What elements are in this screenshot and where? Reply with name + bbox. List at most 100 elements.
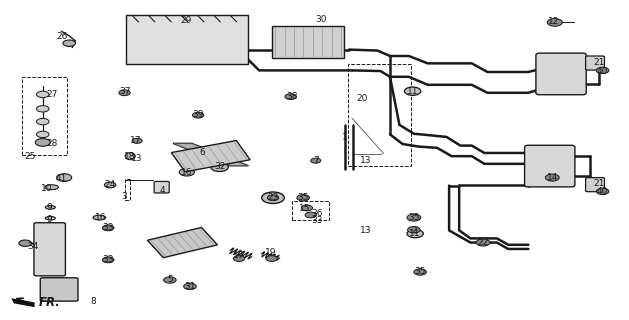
Text: 18: 18: [125, 152, 136, 161]
Text: 21: 21: [593, 179, 604, 188]
Text: 11: 11: [407, 87, 418, 96]
Circle shape: [119, 90, 130, 96]
Circle shape: [285, 94, 296, 100]
Text: 27: 27: [46, 90, 57, 99]
Circle shape: [545, 174, 559, 181]
Circle shape: [19, 240, 31, 246]
Circle shape: [267, 195, 279, 201]
Ellipse shape: [93, 215, 106, 220]
Polygon shape: [171, 140, 250, 172]
Circle shape: [266, 256, 277, 261]
Circle shape: [35, 139, 50, 146]
Circle shape: [36, 106, 49, 112]
Text: 16: 16: [95, 213, 106, 222]
Circle shape: [476, 239, 490, 246]
Text: 33: 33: [103, 255, 114, 264]
Text: 1: 1: [342, 133, 348, 142]
Text: 35: 35: [298, 193, 309, 202]
Text: 22: 22: [477, 238, 489, 247]
FancyBboxPatch shape: [154, 181, 169, 193]
Text: 16: 16: [181, 168, 192, 177]
Text: 3: 3: [121, 192, 128, 201]
Ellipse shape: [125, 153, 135, 160]
FancyBboxPatch shape: [525, 145, 575, 187]
Text: 13: 13: [360, 226, 372, 235]
Text: 24: 24: [104, 180, 116, 189]
Circle shape: [414, 269, 426, 275]
Text: 40: 40: [597, 67, 608, 76]
Circle shape: [596, 67, 609, 74]
Circle shape: [192, 112, 204, 118]
Circle shape: [407, 229, 423, 238]
Text: 32: 32: [214, 162, 225, 171]
Text: 25: 25: [24, 152, 35, 161]
Circle shape: [408, 227, 420, 233]
Text: 26: 26: [56, 32, 67, 41]
Circle shape: [57, 174, 72, 181]
Circle shape: [305, 212, 316, 218]
Text: 2: 2: [411, 226, 416, 235]
Polygon shape: [11, 298, 35, 307]
Circle shape: [211, 163, 228, 172]
Circle shape: [262, 192, 284, 204]
Circle shape: [103, 257, 114, 263]
Circle shape: [404, 87, 421, 95]
Bar: [126, 15, 248, 64]
Circle shape: [297, 195, 309, 201]
Text: 35: 35: [408, 213, 420, 222]
Text: 4: 4: [160, 186, 165, 195]
Text: 14: 14: [547, 173, 558, 182]
Polygon shape: [173, 143, 248, 166]
Circle shape: [132, 138, 142, 143]
Text: 34: 34: [27, 242, 38, 251]
Ellipse shape: [45, 217, 55, 220]
Text: 33: 33: [103, 223, 114, 232]
Circle shape: [311, 158, 321, 163]
FancyBboxPatch shape: [34, 223, 65, 276]
Text: 35: 35: [415, 268, 426, 276]
Text: 40: 40: [597, 187, 608, 196]
Polygon shape: [272, 26, 345, 58]
Text: 6: 6: [199, 148, 206, 157]
Text: 28: 28: [46, 139, 57, 148]
Text: 30: 30: [315, 15, 326, 24]
Circle shape: [407, 214, 421, 221]
Circle shape: [301, 205, 313, 211]
Text: 8: 8: [90, 297, 96, 306]
Text: 17: 17: [233, 252, 245, 260]
Text: 11: 11: [409, 229, 421, 238]
Text: 17: 17: [130, 136, 141, 145]
Text: 13: 13: [131, 154, 142, 163]
Ellipse shape: [45, 185, 58, 189]
Polygon shape: [147, 228, 218, 258]
Text: 37: 37: [119, 87, 130, 96]
Circle shape: [36, 118, 49, 125]
Circle shape: [63, 40, 75, 46]
Text: 13: 13: [360, 156, 372, 165]
Circle shape: [547, 19, 562, 26]
Text: 36: 36: [311, 209, 323, 218]
Text: 5: 5: [167, 276, 173, 284]
Text: 15: 15: [299, 204, 310, 213]
Circle shape: [179, 168, 194, 176]
Text: FR.: FR.: [39, 296, 61, 309]
Text: 7: 7: [313, 156, 319, 165]
Circle shape: [233, 256, 245, 261]
Text: 29: 29: [180, 16, 191, 25]
Circle shape: [164, 277, 176, 283]
Text: 9: 9: [47, 215, 53, 224]
Text: 10: 10: [42, 184, 53, 193]
Bar: [22, 77, 67, 155]
Text: 12: 12: [548, 17, 559, 26]
Circle shape: [36, 91, 49, 98]
Ellipse shape: [45, 206, 55, 209]
Text: 33: 33: [311, 216, 323, 225]
FancyBboxPatch shape: [536, 53, 586, 95]
Bar: [125, 179, 130, 200]
Text: 9: 9: [47, 203, 53, 212]
Circle shape: [596, 188, 609, 195]
FancyBboxPatch shape: [40, 278, 78, 301]
Bar: [348, 64, 411, 166]
Text: 41: 41: [56, 174, 67, 183]
Bar: [292, 201, 329, 220]
